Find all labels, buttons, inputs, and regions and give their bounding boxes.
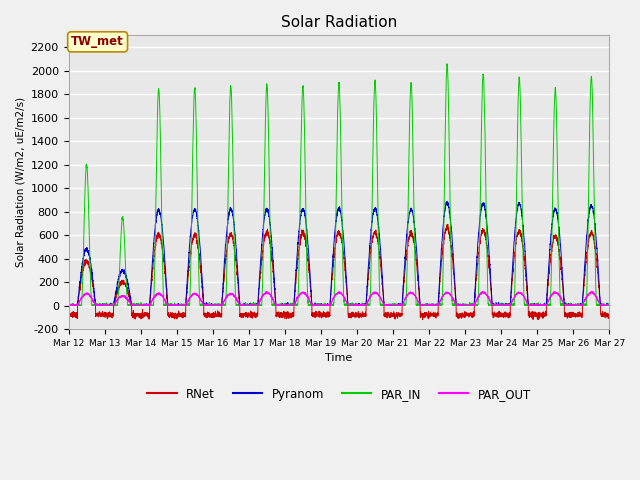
PAR_OUT — [479, 288, 486, 294]
RNet — [419, 317, 426, 323]
PAR_IN — [443, 61, 451, 67]
RNet — [430, 312, 438, 318]
RNet — [605, 311, 612, 317]
PAR_IN — [162, 303, 170, 309]
Y-axis label: Solar Radiation (W/m2, uE/m2/s): Solar Radiation (W/m2, uE/m2/s) — [15, 97, 25, 267]
RNet — [319, 312, 326, 318]
Legend: RNet, Pyranom, PAR_IN, PAR_OUT: RNet, Pyranom, PAR_IN, PAR_OUT — [142, 383, 536, 405]
RNet — [444, 222, 452, 228]
PAR_IN — [65, 302, 72, 308]
Line: Pyranom: Pyranom — [68, 202, 609, 306]
Pyranom — [430, 303, 438, 309]
PAR_OUT — [491, 303, 499, 309]
PAR_OUT — [605, 303, 612, 309]
PAR_OUT — [319, 302, 326, 308]
RNet — [491, 311, 499, 317]
PAR_IN — [605, 303, 612, 309]
PAR_IN — [430, 302, 438, 308]
PAR_IN — [65, 303, 72, 309]
Line: RNet: RNet — [68, 225, 609, 320]
PAR_OUT — [605, 303, 613, 309]
Pyranom — [319, 302, 326, 308]
PAR_IN — [605, 303, 613, 309]
RNet — [460, 312, 468, 318]
PAR_OUT — [162, 299, 170, 304]
PAR_OUT — [460, 303, 468, 309]
Pyranom — [491, 302, 499, 308]
Pyranom — [65, 302, 72, 308]
Pyranom — [162, 273, 170, 279]
Line: PAR_OUT: PAR_OUT — [68, 291, 609, 306]
PAR_OUT — [65, 303, 72, 309]
Text: TW_met: TW_met — [71, 36, 124, 48]
Pyranom — [460, 301, 468, 307]
PAR_OUT — [430, 302, 438, 308]
Line: PAR_IN: PAR_IN — [68, 64, 609, 306]
RNet — [605, 310, 613, 316]
RNet — [162, 276, 170, 282]
Pyranom — [605, 302, 613, 308]
Pyranom — [605, 302, 612, 308]
Pyranom — [65, 303, 72, 309]
PAR_IN — [460, 303, 468, 309]
PAR_IN — [491, 302, 499, 308]
PAR_IN — [319, 302, 326, 308]
Pyranom — [443, 199, 451, 204]
Title: Solar Radiation: Solar Radiation — [281, 15, 397, 30]
X-axis label: Time: Time — [325, 353, 353, 363]
RNet — [65, 312, 72, 317]
